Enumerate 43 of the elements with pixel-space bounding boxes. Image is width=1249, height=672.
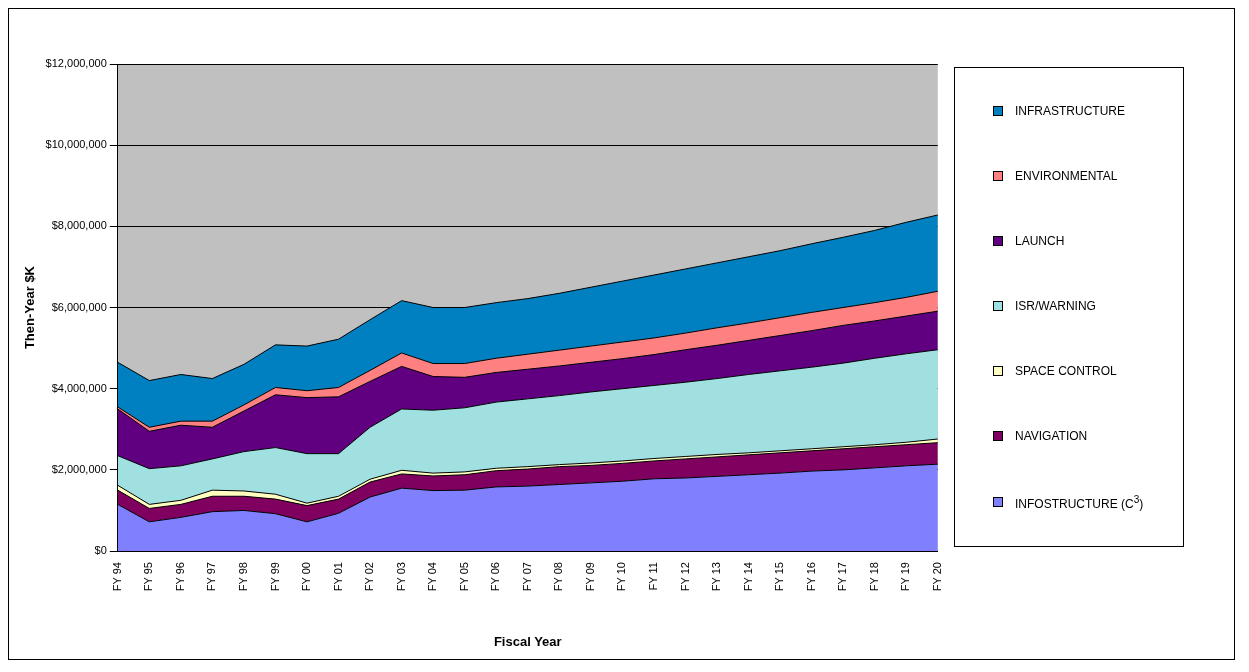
x-axis-title: Fiscal Year xyxy=(493,633,562,649)
x-tick-label: FY 97 xyxy=(205,562,218,592)
x-tick-label: FY 18 xyxy=(867,562,880,592)
x-tick-label: FY 99 xyxy=(268,562,281,592)
x-tick-label: FY 96 xyxy=(173,562,186,592)
x-tick-label: FY 03 xyxy=(394,562,407,592)
legend-label: ENVIRONMENTAL xyxy=(1015,168,1118,183)
x-tick-label: FY 17 xyxy=(836,562,849,592)
x-tick-label: FY 12 xyxy=(678,562,691,592)
x-tick-label: FY 10 xyxy=(615,562,628,592)
y-tick-label: $8,000,000 xyxy=(51,219,107,232)
y-tick-label: $10,000,000 xyxy=(45,138,107,151)
x-tick-label: FY 19 xyxy=(899,562,912,592)
x-tick-label: FY 20 xyxy=(930,562,943,592)
y-tick-label: $0 xyxy=(94,544,107,557)
x-tick-label: FY 02 xyxy=(363,562,376,592)
y-tick-label: $6,000,000 xyxy=(51,300,107,313)
x-tick-label: FY 06 xyxy=(489,562,502,592)
x-tick-label: FY 13 xyxy=(710,562,723,592)
legend-label: INFOSTRUCTURE (C$^{3}$) xyxy=(1015,493,1144,511)
legend-label: SPACE CONTROL xyxy=(1015,363,1117,378)
x-tick-label: FY 01 xyxy=(331,562,344,592)
x-tick-label: FY 94 xyxy=(110,562,123,592)
y-tick-label: $2,000,000 xyxy=(51,462,107,475)
x-tick-label: FY 15 xyxy=(773,562,786,592)
x-tick-label: FY 16 xyxy=(804,562,817,592)
x-tick-label: FY 00 xyxy=(300,562,313,592)
x-tick-label: FY 04 xyxy=(426,562,439,592)
x-tick-label: FY 95 xyxy=(142,562,155,592)
x-tick-label: FY 05 xyxy=(457,562,470,592)
legend-label: LAUNCH xyxy=(1015,233,1065,248)
y-axis-title: Then-Year $K xyxy=(22,265,38,350)
x-tick-label: FY 07 xyxy=(520,562,533,592)
y-tick-label: $12,000,000 xyxy=(45,57,107,70)
x-tick-label: FY 98 xyxy=(236,562,249,592)
legend-label: INFRASTRUCTURE xyxy=(1015,103,1125,118)
x-tick-label: FY 14 xyxy=(741,562,754,592)
x-tick-label: FY 08 xyxy=(552,562,565,592)
x-tick-label: FY 09 xyxy=(583,562,596,592)
x-tick-label: FY 11 xyxy=(646,562,659,591)
legend-label: NAVIGATION xyxy=(1015,428,1088,443)
legend-label: ISR/WARNING xyxy=(1015,298,1096,313)
y-tick-label: $4,000,000 xyxy=(51,381,107,394)
